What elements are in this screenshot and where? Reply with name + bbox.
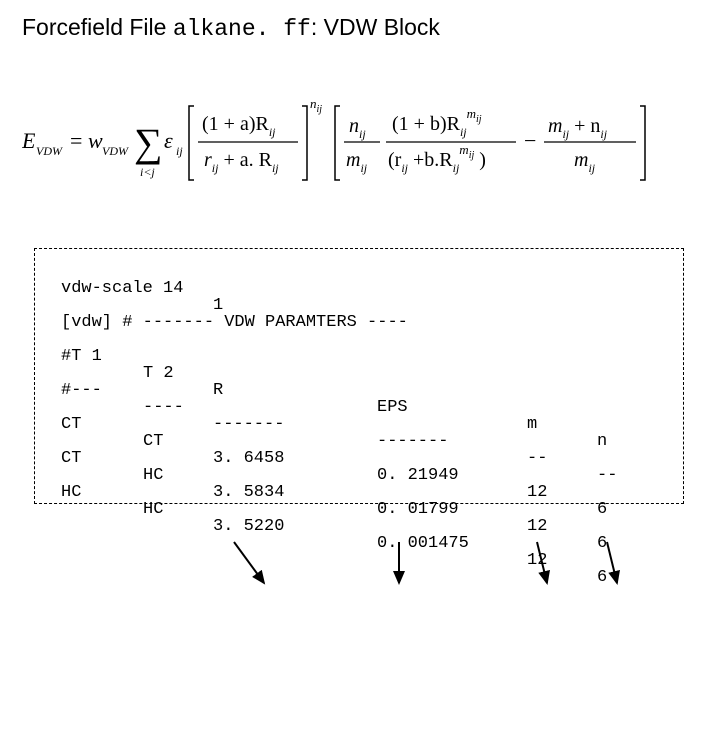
f-minus: − — [524, 128, 536, 153]
f-eps-sub: ij — [176, 144, 183, 158]
f-b1-exp: nij — [310, 96, 322, 115]
r1c2: 3. 6458 — [213, 450, 284, 467]
r1c5: 6 — [597, 501, 607, 518]
r2c5: 6 — [597, 535, 607, 552]
title-prefix: Forcefield File — [22, 14, 173, 40]
f-w: w — [88, 128, 103, 153]
title-filename: alkane. ff — [173, 16, 311, 42]
arrow-R — [234, 542, 264, 583]
r2c0: CT — [61, 450, 81, 467]
f-lbracket1 — [189, 106, 194, 180]
r2c1: HC — [143, 467, 163, 484]
f-b2t2-num: (1 + b)Rijmij — [392, 106, 482, 139]
f-eq: = — [70, 128, 82, 153]
f-rbracket2 — [640, 106, 645, 180]
f-b2t3-den: mij — [574, 149, 596, 175]
f-b2t1-den: mij — [346, 149, 368, 175]
r1c0: CT — [61, 416, 81, 433]
r3c0: HC — [61, 484, 81, 501]
f-sigma-sub: i<j — [140, 165, 155, 179]
f-eps: ε — [164, 128, 173, 153]
title-suffix: : VDW Block — [311, 14, 440, 40]
hdr-n: n — [597, 433, 607, 450]
dash5: -- — [597, 467, 617, 484]
hdr-T1: #T 1 — [61, 348, 102, 365]
dash4: -- — [527, 450, 547, 467]
r1c1: CT — [143, 433, 163, 450]
arrow-n — [607, 542, 617, 583]
f-E-sub: VDW — [36, 144, 63, 158]
dash2: ------- — [213, 416, 284, 433]
formula-region: E VDW = w VDW ∑ i<j ε ij (1 + a)Rij rij … — [22, 90, 698, 195]
r2c4: 12 — [527, 518, 547, 535]
f-rbracket1 — [302, 106, 307, 180]
page-title: Forcefield File alkane. ff: VDW Block — [22, 14, 440, 42]
f-E: E — [22, 128, 36, 153]
line1-b: 1 — [213, 297, 223, 314]
r3c1: HC — [143, 501, 163, 518]
f-b1-num: (1 + a)Rij — [202, 113, 276, 139]
dash3: ------- — [377, 433, 448, 450]
f-b1-den: rij + a. Rij — [204, 149, 279, 175]
f-lbracket2 — [335, 106, 340, 180]
hdr-R: R — [213, 382, 223, 399]
r3c3: 0. 001475 — [377, 535, 469, 552]
line2: [vdw] # ------- VDW PARAMTERS ---- — [61, 314, 408, 331]
code-box: vdw-scale 14 1 [vdw] # ------- VDW PARAM… — [34, 248, 684, 504]
line1-a: vdw-scale 14 — [61, 280, 183, 297]
f-w-sub: VDW — [102, 144, 129, 158]
hdr-EPS: EPS — [377, 399, 408, 416]
r2c3: 0. 01799 — [377, 501, 459, 518]
f-b2t3-num: mij + nij — [548, 115, 608, 141]
r3c4: 12 — [527, 552, 547, 569]
r1c3: 0. 21949 — [377, 467, 459, 484]
f-sigma: ∑ — [134, 120, 163, 165]
r3c5: 6 — [597, 569, 607, 586]
r2c2: 3. 5834 — [213, 484, 284, 501]
dash0: #--- — [61, 382, 102, 399]
code-block: vdw-scale 14 1 [vdw] # ------- VDW PARAM… — [61, 263, 102, 416]
r1c4: 12 — [527, 484, 547, 501]
f-b2t2-den: (rij +b.Rijmij ) — [388, 142, 486, 175]
hdr-T2: T 2 — [143, 365, 174, 382]
dash1: ---- — [143, 399, 184, 416]
f-b2t1-num: nij — [349, 115, 366, 141]
hdr-m: m — [527, 416, 537, 433]
formula-svg: E VDW = w VDW ∑ i<j ε ij (1 + a)Rij rij … — [22, 90, 698, 195]
r3c2: 3. 5220 — [213, 518, 284, 535]
